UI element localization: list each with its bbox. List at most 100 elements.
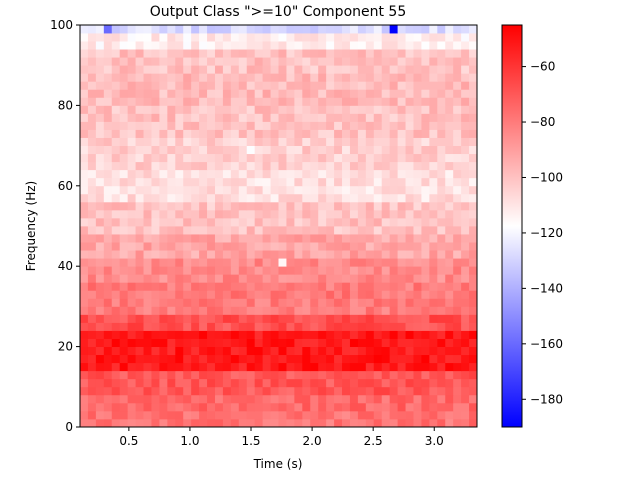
heatmap-cell <box>381 386 391 396</box>
heatmap-cell <box>207 25 216 34</box>
heatmap-cell <box>143 25 152 34</box>
heatmap-cell <box>357 137 367 146</box>
heatmap-cell <box>103 73 113 82</box>
heatmap-cell <box>262 129 271 138</box>
heatmap-cell <box>469 386 478 396</box>
heatmap-cell <box>230 394 240 404</box>
heatmap-cell <box>143 394 152 404</box>
heatmap-cell <box>80 226 89 235</box>
heatmap-cell <box>421 209 430 219</box>
heatmap-cell <box>230 370 240 380</box>
heatmap-cell <box>365 306 375 315</box>
heatmap-cell <box>429 242 438 251</box>
heatmap-cell <box>254 57 264 66</box>
heatmap-cell <box>342 73 351 82</box>
heatmap-cell <box>95 65 105 74</box>
heatmap-cell <box>373 394 383 404</box>
heatmap-cell <box>413 65 422 74</box>
heatmap-cell <box>318 129 327 138</box>
heatmap-cell <box>167 105 176 114</box>
heatmap-cell <box>127 266 136 275</box>
heatmap-cell <box>397 177 406 187</box>
heatmap-cell <box>318 49 327 58</box>
heatmap-cell <box>254 378 264 388</box>
heatmap-cell <box>270 330 279 339</box>
heatmap-cell <box>373 410 383 420</box>
heatmap-cell <box>175 113 184 122</box>
heatmap-cell <box>143 298 152 307</box>
heatmap-cell <box>111 73 121 82</box>
heatmap-cell <box>175 410 184 420</box>
heatmap-cell <box>87 266 97 275</box>
heatmap-cell <box>326 145 335 155</box>
heatmap-cell <box>405 33 414 42</box>
heatmap-cell <box>413 153 422 163</box>
heatmap-cell <box>254 402 264 412</box>
heatmap-cell <box>127 418 136 428</box>
heatmap-cell <box>111 362 121 372</box>
heatmap-cell <box>238 217 248 227</box>
heatmap-cell <box>397 290 406 299</box>
heatmap-cell <box>119 402 129 412</box>
heatmap-cell <box>445 322 454 331</box>
heatmap-cell <box>413 145 422 155</box>
heatmap-cell <box>95 298 105 307</box>
heatmap-cell <box>222 81 232 90</box>
heatmap-cell <box>199 161 208 171</box>
heatmap-cell <box>95 258 105 267</box>
heatmap-cell <box>254 362 264 372</box>
heatmap-cell <box>87 57 97 66</box>
heatmap-cell <box>342 258 351 267</box>
heatmap-cell <box>143 402 152 412</box>
heatmap-cell <box>175 33 184 42</box>
heatmap-cell <box>413 322 422 331</box>
heatmap-cell <box>270 185 279 195</box>
heatmap-cell <box>461 258 470 267</box>
heatmap-cell <box>405 201 414 211</box>
heatmap-cell <box>262 113 271 122</box>
heatmap-cell <box>119 177 129 187</box>
y-tick-label: 40 <box>58 259 73 273</box>
heatmap-cell <box>222 121 232 130</box>
heatmap-cell <box>405 266 414 275</box>
heatmap-cell <box>87 234 97 243</box>
heatmap-cell <box>254 129 264 138</box>
heatmap-cell <box>270 89 279 98</box>
heatmap-cell <box>246 145 256 155</box>
heatmap-cell <box>87 73 97 82</box>
heatmap-cell <box>342 57 351 66</box>
heatmap-cell <box>413 362 422 372</box>
heatmap-cell <box>437 418 446 428</box>
heatmap-cell <box>429 121 438 130</box>
heatmap-cell <box>302 346 311 356</box>
heatmap-cell <box>230 193 240 203</box>
heatmap-cell <box>111 378 121 388</box>
heatmap-cell <box>143 169 152 179</box>
heatmap-cell <box>151 153 160 163</box>
heatmap-cell <box>167 81 176 90</box>
heatmap-cell <box>87 201 97 211</box>
heatmap-cell <box>405 177 414 187</box>
heatmap-cell <box>342 234 351 243</box>
heatmap-cell <box>119 250 129 259</box>
heatmap-cell <box>365 362 375 372</box>
heatmap-cell <box>421 177 430 187</box>
heatmap-cell <box>437 386 446 396</box>
heatmap-cell <box>143 89 152 98</box>
heatmap-cell <box>199 193 208 203</box>
heatmap-cell <box>262 298 271 307</box>
heatmap-cell <box>111 217 121 227</box>
heatmap-cell <box>119 306 129 315</box>
heatmap-cell <box>151 370 160 380</box>
heatmap-cell <box>405 41 414 50</box>
heatmap-cell <box>111 258 121 267</box>
heatmap-cell <box>381 185 391 195</box>
heatmap-cell <box>381 89 391 98</box>
heatmap-cell <box>167 193 176 203</box>
heatmap-cell <box>334 330 343 339</box>
heatmap-cell <box>349 209 359 219</box>
heatmap-cell <box>453 226 462 235</box>
heatmap-cell <box>349 129 359 138</box>
y-tick-label: 60 <box>58 179 73 193</box>
heatmap-cell <box>214 41 224 50</box>
